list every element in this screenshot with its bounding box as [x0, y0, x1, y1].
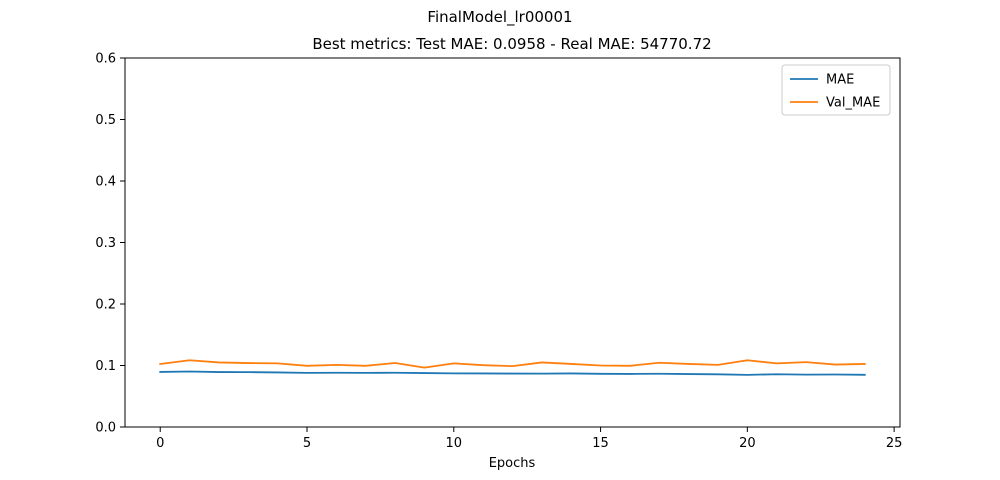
legend-label: MAE: [826, 73, 854, 88]
y-tick-label: 0.2: [95, 298, 116, 313]
chart-title: Best metrics: Test MAE: 0.0958 - Real MA…: [312, 35, 711, 53]
x-tick-label: 15: [592, 436, 609, 451]
y-tick-label: 0.0: [95, 421, 116, 436]
series-layer: [159, 359, 866, 376]
y-tick-label: 0.1: [95, 359, 116, 374]
x-tick-label: 25: [886, 436, 903, 451]
chart-suptitle: FinalModel_lr00001: [427, 8, 572, 27]
x-tick-label: 0: [156, 436, 164, 451]
y-tick-label: 0.5: [95, 113, 116, 128]
x-axis-label: Epochs: [489, 456, 536, 471]
x-tick-label: 20: [739, 436, 756, 451]
series-line-mae: [159, 370, 866, 376]
y-tick-label: 0.3: [95, 236, 116, 251]
series-line-val-mae: [159, 359, 866, 369]
y-axis-ticks: 0.0 0.1 0.2 0.3 0.4 0.5 0.6: [95, 52, 125, 436]
legend-label: Val_MAE: [826, 96, 880, 111]
x-tick-label: 10: [446, 436, 463, 451]
legend: MAE Val_MAE: [781, 64, 891, 116]
x-axis-ticks: 0 5 10 15 20 25: [156, 427, 902, 451]
y-tick-label: 0.6: [95, 52, 116, 67]
y-tick-label: 0.4: [95, 175, 116, 190]
x-tick-label: 5: [303, 436, 311, 451]
